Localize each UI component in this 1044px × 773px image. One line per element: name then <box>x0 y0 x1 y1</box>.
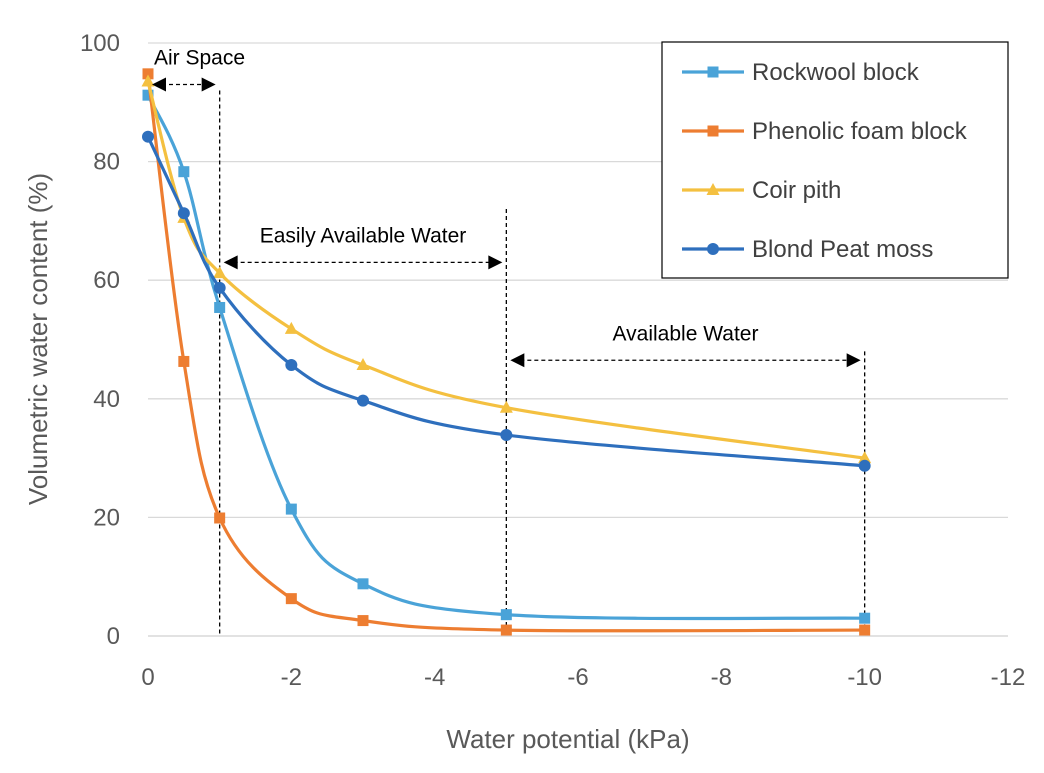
arrow-head <box>152 77 166 92</box>
legend-entry: Phenolic foam block <box>682 118 968 145</box>
data-point <box>214 512 226 524</box>
data-point <box>141 74 155 87</box>
annotation-label: Available Water <box>613 322 759 345</box>
data-point <box>284 321 298 334</box>
data-point <box>177 207 190 220</box>
x-tick-label: -8 <box>711 664 732 691</box>
y-axis-title: Volumetric water content (%) <box>23 173 53 505</box>
series-line <box>146 136 865 468</box>
annotation-0: Air Space <box>152 47 245 92</box>
y-tick-label: 80 <box>93 149 120 176</box>
legend-entry: Blond Peat moss <box>682 236 933 263</box>
data-point <box>214 301 226 313</box>
data-point <box>500 624 512 636</box>
legend-entry: Coir pith <box>682 177 841 204</box>
annotation-2: Available Water <box>510 322 861 368</box>
legend-label: Blond Peat moss <box>752 236 933 263</box>
series-3 <box>142 130 871 472</box>
annotation-label: Air Space <box>154 47 245 70</box>
data-point <box>500 609 512 621</box>
legend-marker <box>707 125 719 137</box>
legend: Rockwool block Phenolic foam block Coir pi… <box>661 41 1009 279</box>
arrow-head <box>846 353 861 368</box>
data-point <box>213 266 227 279</box>
arrow-head <box>488 255 503 270</box>
legend-entry: Rockwool block <box>682 59 920 86</box>
legend-label: Phenolic foam block <box>752 118 968 145</box>
x-tick-label: -6 <box>567 664 588 691</box>
data-point <box>858 451 872 464</box>
data-point <box>357 578 369 590</box>
arrow-head <box>201 77 216 92</box>
data-point <box>858 459 871 472</box>
data-point <box>356 357 370 370</box>
y-tick-label: 20 <box>93 504 120 531</box>
annotation-layer: Air Space Easily Available Water Available… <box>152 47 861 368</box>
data-point <box>500 428 513 441</box>
data-point <box>357 394 369 407</box>
y-tick-label: 60 <box>93 267 120 294</box>
x-tick-label: 0 <box>141 664 154 691</box>
y-tick-label: 40 <box>93 386 120 413</box>
series-1 <box>142 68 871 636</box>
legend-box <box>661 41 1009 279</box>
data-point <box>178 166 190 178</box>
x-tick-label: -12 <box>991 664 1026 691</box>
annotation-label: Easily Available Water <box>260 224 467 247</box>
data-point <box>859 624 871 636</box>
legend-marker <box>707 66 719 78</box>
data-point <box>285 358 298 371</box>
data-point <box>859 612 871 624</box>
x-tick-label: -2 <box>281 664 302 691</box>
legend-label: Rockwool block <box>752 59 920 86</box>
data-point <box>142 68 154 80</box>
y-tick-label: 0 <box>107 623 120 650</box>
series-layer <box>141 68 872 636</box>
legend-marker <box>706 183 720 195</box>
data-point <box>499 400 513 413</box>
y-tick-label: 100 <box>80 30 120 57</box>
legend-marker <box>707 243 719 255</box>
data-point <box>142 130 154 143</box>
axis-layer: 0 20 40 60 80 100 0 -2 -4 -6 -8 -10 -12 <box>80 30 1025 691</box>
data-point <box>142 89 154 101</box>
series-0 <box>142 89 871 624</box>
data-point <box>213 281 226 294</box>
annotation-1: Easily Available Water <box>223 224 503 270</box>
data-point <box>357 615 369 627</box>
vline-layer <box>219 90 866 636</box>
data-point <box>178 355 190 367</box>
data-point <box>285 503 297 515</box>
arrow-head <box>223 255 238 270</box>
x-tick-label: -4 <box>424 664 445 691</box>
series-line <box>146 94 865 621</box>
arrow-head <box>510 353 525 368</box>
legend-label: Coir pith <box>752 177 841 204</box>
data-point <box>285 593 297 605</box>
x-tick-label: -10 <box>847 664 882 691</box>
x-axis-title: Water potential (kPa) <box>446 724 689 754</box>
